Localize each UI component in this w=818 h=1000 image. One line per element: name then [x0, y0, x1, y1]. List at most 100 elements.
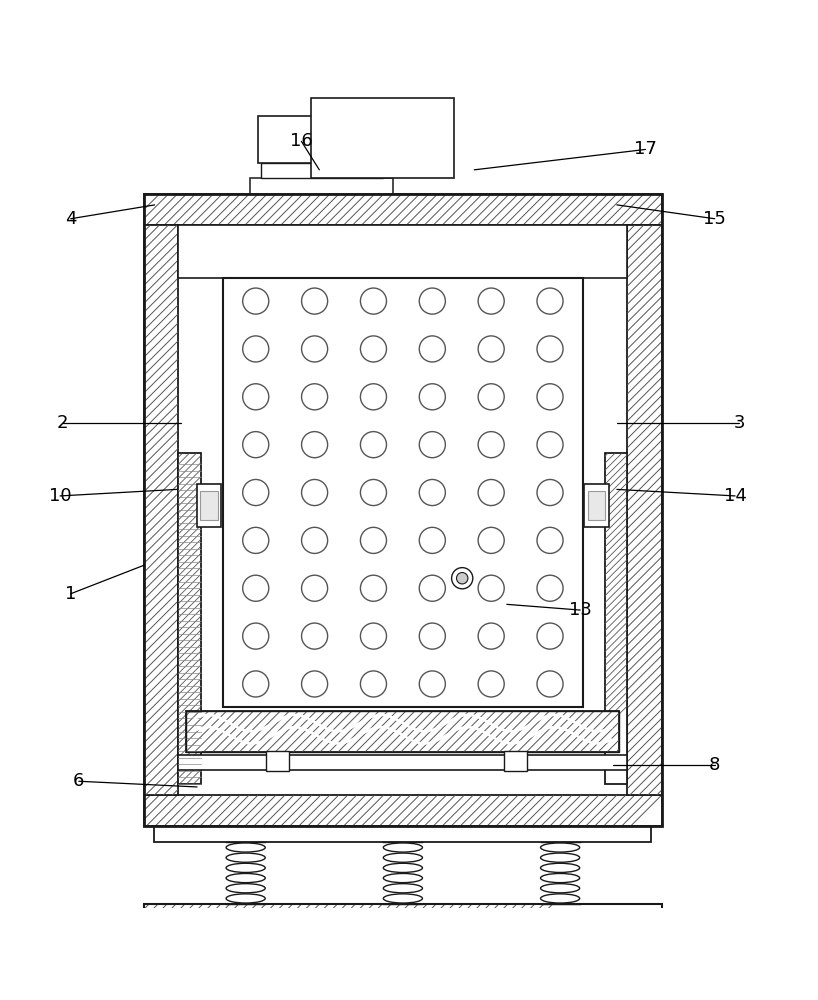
- Circle shape: [361, 671, 386, 697]
- Text: 4: 4: [65, 210, 76, 228]
- Ellipse shape: [226, 884, 265, 893]
- Circle shape: [361, 479, 386, 506]
- Circle shape: [537, 575, 563, 601]
- Circle shape: [420, 288, 445, 314]
- Circle shape: [302, 527, 328, 553]
- Circle shape: [361, 432, 386, 458]
- Circle shape: [302, 575, 328, 601]
- Circle shape: [302, 432, 328, 458]
- Bar: [144, 795, 662, 826]
- Circle shape: [537, 336, 563, 362]
- Bar: [178, 755, 627, 770]
- Ellipse shape: [384, 894, 422, 903]
- Bar: [627, 225, 662, 795]
- Circle shape: [537, 623, 563, 649]
- Ellipse shape: [541, 894, 580, 903]
- Bar: [197, 484, 222, 527]
- Circle shape: [479, 671, 504, 697]
- Ellipse shape: [384, 863, 422, 872]
- Ellipse shape: [541, 843, 580, 852]
- Text: 10: 10: [49, 487, 71, 505]
- Circle shape: [243, 479, 269, 506]
- Ellipse shape: [226, 863, 265, 872]
- Bar: [178, 453, 201, 784]
- Bar: [268, 753, 286, 767]
- Bar: [258, 116, 335, 163]
- Bar: [504, 751, 527, 771]
- Circle shape: [420, 575, 445, 601]
- Circle shape: [479, 623, 504, 649]
- Circle shape: [243, 671, 269, 697]
- Bar: [187, 711, 619, 752]
- Ellipse shape: [541, 863, 580, 872]
- Bar: [144, 904, 662, 935]
- Bar: [266, 751, 289, 771]
- Circle shape: [479, 432, 504, 458]
- Circle shape: [361, 288, 386, 314]
- Circle shape: [420, 336, 445, 362]
- Circle shape: [420, 527, 445, 553]
- Circle shape: [479, 336, 504, 362]
- Circle shape: [243, 432, 269, 458]
- Ellipse shape: [541, 884, 580, 893]
- Circle shape: [420, 432, 445, 458]
- Circle shape: [420, 479, 445, 506]
- Circle shape: [243, 288, 269, 314]
- Bar: [311, 98, 454, 178]
- Circle shape: [302, 623, 328, 649]
- Circle shape: [420, 384, 445, 410]
- Circle shape: [243, 575, 269, 601]
- Bar: [506, 753, 524, 767]
- Bar: [144, 904, 662, 935]
- Text: 2: 2: [56, 414, 68, 432]
- Ellipse shape: [384, 873, 422, 883]
- Text: 8: 8: [709, 756, 721, 774]
- Ellipse shape: [384, 843, 422, 852]
- Circle shape: [537, 479, 563, 506]
- Bar: [584, 484, 609, 527]
- Circle shape: [479, 575, 504, 601]
- Circle shape: [456, 573, 468, 584]
- Circle shape: [361, 336, 386, 362]
- Circle shape: [537, 384, 563, 410]
- Circle shape: [243, 336, 269, 362]
- Bar: [250, 178, 393, 194]
- Circle shape: [361, 384, 386, 410]
- Circle shape: [302, 336, 328, 362]
- Bar: [200, 491, 218, 520]
- Ellipse shape: [226, 873, 265, 883]
- Bar: [178, 225, 627, 278]
- Text: 6: 6: [73, 772, 84, 790]
- Bar: [155, 826, 651, 842]
- Circle shape: [243, 384, 269, 410]
- Ellipse shape: [541, 853, 580, 862]
- Bar: [144, 225, 178, 795]
- Circle shape: [420, 671, 445, 697]
- Bar: [144, 194, 662, 225]
- Ellipse shape: [226, 894, 265, 903]
- Ellipse shape: [226, 853, 265, 862]
- Circle shape: [243, 623, 269, 649]
- Text: 3: 3: [734, 414, 745, 432]
- Circle shape: [361, 527, 386, 553]
- Circle shape: [537, 432, 563, 458]
- Bar: [223, 278, 582, 707]
- Ellipse shape: [541, 873, 580, 883]
- Circle shape: [479, 479, 504, 506]
- Circle shape: [479, 384, 504, 410]
- Circle shape: [302, 671, 328, 697]
- Text: 14: 14: [724, 487, 747, 505]
- Circle shape: [537, 527, 563, 553]
- Ellipse shape: [384, 853, 422, 862]
- Text: 17: 17: [634, 140, 657, 158]
- Bar: [144, 194, 662, 826]
- Circle shape: [452, 568, 473, 589]
- Bar: [187, 711, 619, 752]
- Text: 15: 15: [703, 210, 726, 228]
- Circle shape: [537, 671, 563, 697]
- Text: 16: 16: [290, 132, 312, 150]
- Circle shape: [420, 623, 445, 649]
- Circle shape: [243, 527, 269, 553]
- Circle shape: [479, 527, 504, 553]
- Circle shape: [302, 479, 328, 506]
